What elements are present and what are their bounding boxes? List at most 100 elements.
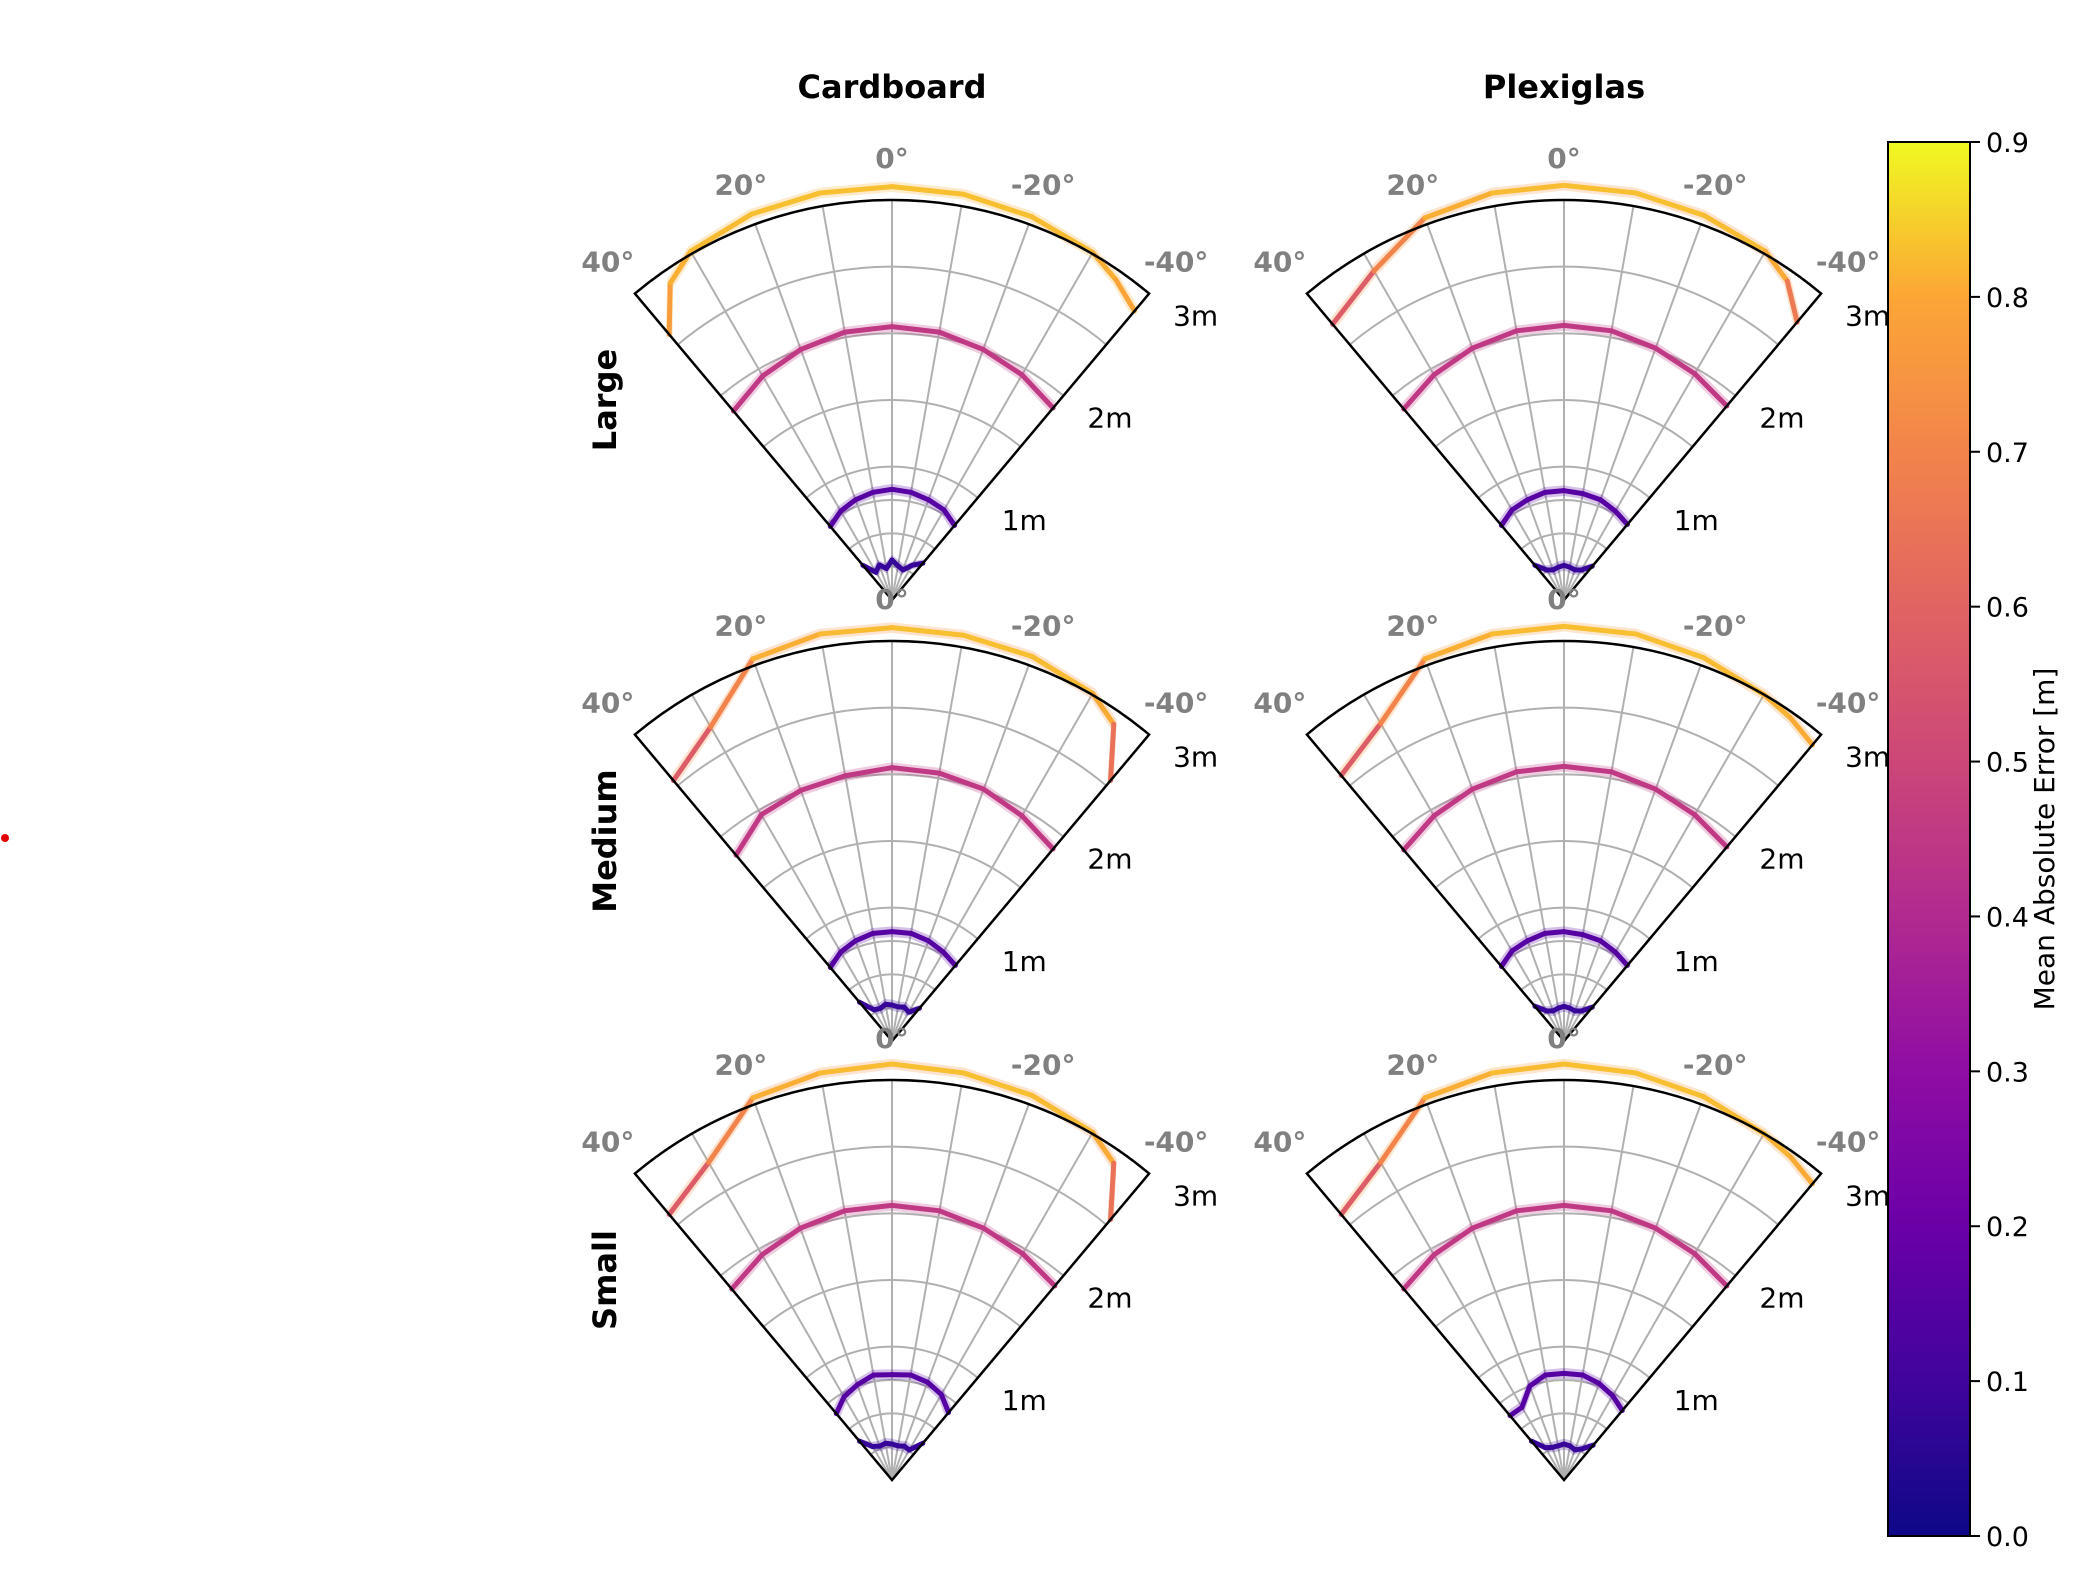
series-line-segment xyxy=(1653,786,1698,818)
series-line-segment xyxy=(936,1208,987,1231)
series-line-segment xyxy=(1692,812,1730,850)
series-line-segment xyxy=(1113,277,1138,314)
radial-tick-label: 2m xyxy=(1087,843,1132,876)
arc-gridline xyxy=(677,1145,1107,1226)
series-line-segment xyxy=(889,324,942,335)
series-line-segment xyxy=(1610,1393,1625,1414)
series-line-segment xyxy=(870,486,895,495)
series-line-segment xyxy=(908,1372,931,1385)
error-band xyxy=(732,762,1057,860)
radial-tick-label: 2m xyxy=(1759,402,1804,435)
arc-gridline xyxy=(1520,973,1608,991)
series-line-segment xyxy=(1561,1061,1639,1076)
arc-gridline xyxy=(1391,773,1737,838)
sector-outline xyxy=(1305,1078,1823,1482)
series-line-segment xyxy=(889,765,942,776)
theta-tick-label: -40° xyxy=(1816,686,1881,719)
column-title-plexiglas: Plexiglas xyxy=(1483,68,1645,106)
arc-gridline xyxy=(1477,906,1651,940)
series-line-segment xyxy=(1633,631,1707,661)
series-line-segment xyxy=(1597,938,1618,955)
series-line-segment xyxy=(1653,345,1698,377)
series-line-segment xyxy=(666,1159,712,1217)
series-line-segment xyxy=(733,812,764,858)
series-line-segment xyxy=(1542,929,1567,936)
theta-tick-label: 20° xyxy=(1386,169,1439,202)
series-line-segment xyxy=(889,929,914,936)
radial-tick-label: 3m xyxy=(1845,300,1890,333)
row-titles: Large Medium Small xyxy=(586,349,624,1330)
series-line-segment xyxy=(1431,786,1475,819)
series-line-segment xyxy=(1090,1129,1117,1166)
series-line-segment xyxy=(1561,322,1614,334)
theta-tick-label: -40° xyxy=(1816,1125,1881,1158)
theta-tick-label: -20° xyxy=(1683,169,1748,202)
series-line-segment xyxy=(1514,763,1567,775)
series-line-segment xyxy=(729,1252,765,1292)
theta-tick-label: 40° xyxy=(1253,686,1306,719)
arc-gridline xyxy=(1477,1345,1651,1379)
series-line-segment xyxy=(1633,1070,1707,1100)
radial-tick-label: 1m xyxy=(1674,504,1719,537)
polar-panel-medium-cardboard: 40° 20° 0° -20° -40° 1m 2m 3m xyxy=(581,583,1218,1043)
colorbar-tick-label: 0.9 xyxy=(1986,128,2029,159)
theta-tick-label: 40° xyxy=(581,245,634,278)
series-line-segment xyxy=(760,346,804,379)
series-line-segment xyxy=(1469,769,1520,792)
arc-gridline xyxy=(848,973,936,991)
arc-gridline xyxy=(677,265,1107,346)
series-line-segment xyxy=(1108,1160,1117,1223)
arc-gridline xyxy=(1499,499,1629,525)
theta-tick-label: 40° xyxy=(1253,1125,1306,1158)
series-line-segment xyxy=(1580,491,1603,503)
theta-tick-label: -20° xyxy=(1011,610,1076,643)
colorbar-gradient xyxy=(1887,141,1971,1537)
theta-tick-label: -20° xyxy=(1011,1049,1076,1082)
series-line-segment xyxy=(870,929,895,936)
arc-gridline xyxy=(848,532,936,550)
row-title-large: Large xyxy=(586,349,624,451)
arc-gridline xyxy=(1349,706,1779,787)
polar-panel-medium-plexiglas: 40° 20° 0° -20° -40° 1m 2m 3m xyxy=(1253,583,1890,1043)
series-line-segment xyxy=(1692,1251,1730,1289)
theta-tick-label: 0° xyxy=(1547,583,1580,616)
error-band xyxy=(1337,1058,1816,1219)
polar-panel-small-cardboard: 40° 20° 0° -20° -40° 1m 2m 3m xyxy=(581,1022,1218,1482)
series-line-segment xyxy=(1787,1154,1816,1187)
series-line-segment xyxy=(1561,623,1639,637)
colorbar-ticks: 0.0 0.1 0.2 0.3 0.4 0.5 0.6 0.7 0.8 0.9 xyxy=(1970,128,2029,1553)
series-line-segment xyxy=(1561,763,1614,775)
series-line-segment xyxy=(833,1394,847,1417)
series-line-segment xyxy=(1633,190,1707,218)
theta-tick-label: -40° xyxy=(1144,245,1209,278)
series-line-segment xyxy=(842,324,895,335)
colorbar-tick-label: 0.4 xyxy=(1986,902,2029,933)
arc-gridline xyxy=(805,465,979,499)
arc-gridline xyxy=(1541,1445,1587,1456)
series-line-segment xyxy=(854,1372,876,1388)
arc-gridline xyxy=(719,1212,1065,1277)
arc-gridline xyxy=(1520,532,1608,550)
arc-gridline xyxy=(805,1345,979,1379)
sector-outline xyxy=(1305,198,1823,602)
arc-gridline xyxy=(848,1412,936,1430)
arc-gridline xyxy=(1434,839,1694,889)
series-line-segment xyxy=(1561,1370,1586,1378)
series-line-segment xyxy=(1422,631,1495,662)
theta-tick-label: -20° xyxy=(1683,610,1748,643)
series-line-segment xyxy=(817,1061,895,1076)
series-line-segment xyxy=(1596,1381,1616,1399)
series-line-segment xyxy=(1514,1202,1567,1214)
series-line-segment xyxy=(1330,268,1377,327)
arc-gridline xyxy=(1499,940,1629,966)
series-line-segment xyxy=(1431,1225,1475,1258)
series-line-segment xyxy=(1653,1225,1698,1257)
series-line-segment xyxy=(708,656,756,730)
theta-tick-label: -20° xyxy=(1011,169,1076,202)
series-line-segment xyxy=(981,1225,1026,1257)
series-line-segment xyxy=(1701,212,1768,254)
series-line-segment xyxy=(838,938,859,955)
error-band xyxy=(665,181,1138,339)
series-line-segment xyxy=(853,489,876,503)
theta-tick-label: 40° xyxy=(581,686,634,719)
